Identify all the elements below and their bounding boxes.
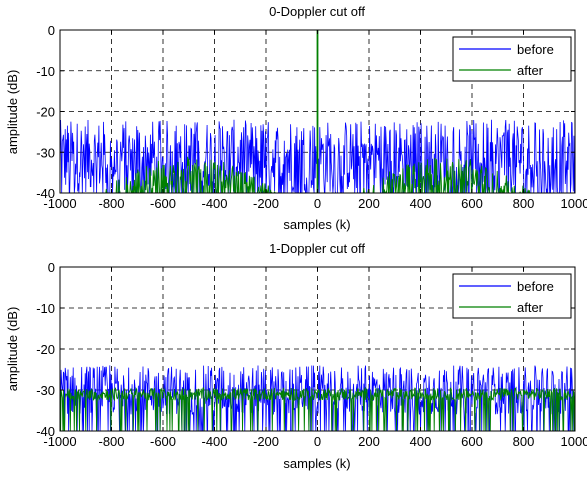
x-tick-label: 600 bbox=[461, 434, 483, 449]
x-tick-label: -1000 bbox=[43, 196, 76, 211]
x-tick-label: 800 bbox=[513, 434, 535, 449]
x-tick-label: -600 bbox=[150, 434, 176, 449]
x-tick-label: 400 bbox=[410, 434, 432, 449]
x-tick-label: -200 bbox=[253, 196, 279, 211]
x-tick-label: -800 bbox=[98, 196, 124, 211]
chart-panel-1-doppler: 1-Doppler cut off samples (k) amplitude … bbox=[5, 241, 587, 471]
series-after-line bbox=[60, 386, 575, 431]
legend: before after bbox=[452, 273, 572, 319]
y-axis-label: amplitude (dB) bbox=[5, 307, 20, 392]
x-tick-label: 600 bbox=[461, 196, 483, 211]
x-tick-label: -600 bbox=[150, 196, 176, 211]
x-tick-label: 1000 bbox=[561, 434, 587, 449]
x-axis-label: samples (k) bbox=[283, 456, 350, 471]
x-tick-label: -200 bbox=[253, 434, 279, 449]
x-tick-label: 1000 bbox=[561, 196, 587, 211]
y-tick-label: -30 bbox=[36, 383, 55, 398]
x-tick-label: 0 bbox=[314, 434, 321, 449]
y-tick-label: -40 bbox=[36, 424, 55, 439]
legend-label-after: after bbox=[517, 300, 544, 315]
chart-title: 0-Doppler cut off bbox=[269, 4, 365, 19]
legend-label-after: after bbox=[517, 63, 544, 78]
y-tick-label: -30 bbox=[36, 145, 55, 160]
y-tick-label: -20 bbox=[36, 342, 55, 357]
chart-panel-0-doppler: 0-Doppler cut off samples (k) amplitude … bbox=[5, 4, 587, 232]
y-tick-label: -40 bbox=[36, 186, 55, 201]
series-before-line bbox=[60, 365, 575, 431]
legend: before after bbox=[452, 36, 572, 82]
y-tick-label: 0 bbox=[48, 260, 55, 275]
series-after-line bbox=[60, 156, 575, 193]
y-tick-label: 0 bbox=[48, 23, 55, 38]
legend-label-before: before bbox=[517, 42, 554, 57]
y-tick-label: -20 bbox=[36, 105, 55, 120]
x-tick-label: 400 bbox=[410, 196, 432, 211]
x-tick-label: -400 bbox=[201, 196, 227, 211]
y-tick-label: -10 bbox=[36, 301, 55, 316]
x-tick-label: 0 bbox=[314, 196, 321, 211]
x-tick-label: 200 bbox=[358, 196, 380, 211]
y-tick-label: -10 bbox=[36, 64, 55, 79]
x-tick-label: -1000 bbox=[43, 434, 76, 449]
x-axis-label: samples (k) bbox=[283, 217, 350, 232]
y-axis-label: amplitude (dB) bbox=[5, 70, 20, 155]
x-tick-label: 200 bbox=[358, 434, 380, 449]
x-tick-label: -400 bbox=[201, 434, 227, 449]
x-tick-label: -800 bbox=[98, 434, 124, 449]
chart-title: 1-Doppler cut off bbox=[269, 241, 365, 256]
legend-label-before: before bbox=[517, 279, 554, 294]
x-tick-label: 800 bbox=[513, 196, 535, 211]
